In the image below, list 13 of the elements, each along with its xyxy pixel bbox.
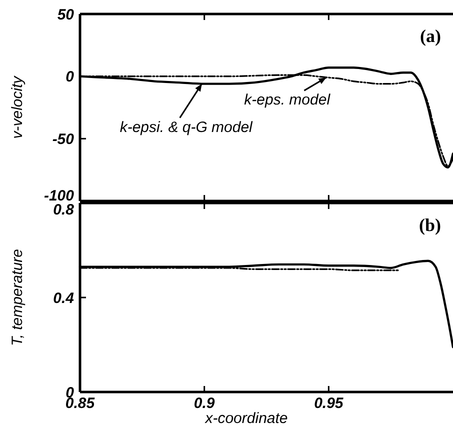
y-tick-label: -50 bbox=[52, 130, 75, 148]
annotation: k-eps. model bbox=[244, 92, 331, 109]
annotation: (a) bbox=[420, 26, 441, 46]
annotation: (b) bbox=[419, 215, 442, 235]
x-tick-label: 0.9 bbox=[194, 395, 216, 412]
y-tick-label: 0.4 bbox=[53, 290, 75, 307]
y-tick-label: 0 bbox=[66, 68, 75, 86]
y-axis-title: v-velocity bbox=[9, 74, 26, 139]
annotation: k-epsi. & q-G model bbox=[120, 118, 254, 136]
x-tick-label: 0.95 bbox=[314, 395, 344, 412]
y-tick-label: 50 bbox=[57, 6, 75, 24]
y-axis-title: T, temperature bbox=[9, 249, 26, 346]
x-axis-title: x-coordinate bbox=[204, 410, 288, 427]
